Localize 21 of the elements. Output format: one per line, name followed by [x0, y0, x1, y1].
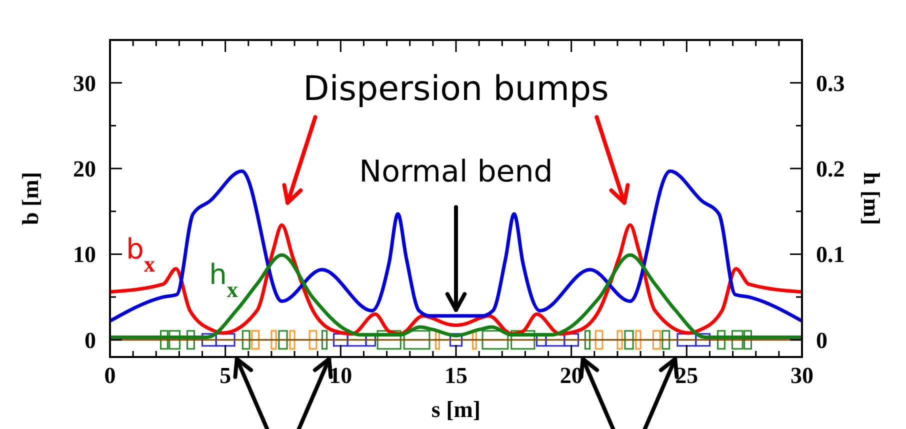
- y2-tick-label: 0: [816, 328, 828, 353]
- y-tick-label: 20: [73, 156, 96, 182]
- x-tick-label: 5: [220, 363, 232, 388]
- x-tick-label: 10: [329, 363, 352, 388]
- series-label: h$_{x}$: [209, 258, 239, 302]
- series-label: b$_{x}$: [126, 232, 156, 276]
- y-tick-label: 30: [73, 70, 96, 96]
- x-tick-label: 15: [444, 363, 468, 388]
- y-axis-title: b [m]: [18, 172, 43, 226]
- y2-tick-label: 0.3: [816, 70, 845, 96]
- annotation: Dispersion bumps: [303, 68, 609, 109]
- x-tick-label: 25: [675, 363, 698, 388]
- annotation: Normal bend: [359, 154, 553, 190]
- x-tick-label: 0: [104, 363, 116, 388]
- y2-tick-label: 0.1: [816, 242, 845, 268]
- x-tick-label: 30: [790, 363, 814, 388]
- x-axis-title: s [m]: [431, 397, 481, 422]
- y2-tick-label: 0.2: [816, 156, 845, 182]
- y2-axis-title: h [m]: [859, 172, 884, 226]
- y-tick-label: 10: [73, 242, 96, 268]
- y-tick-label: 0: [84, 328, 96, 353]
